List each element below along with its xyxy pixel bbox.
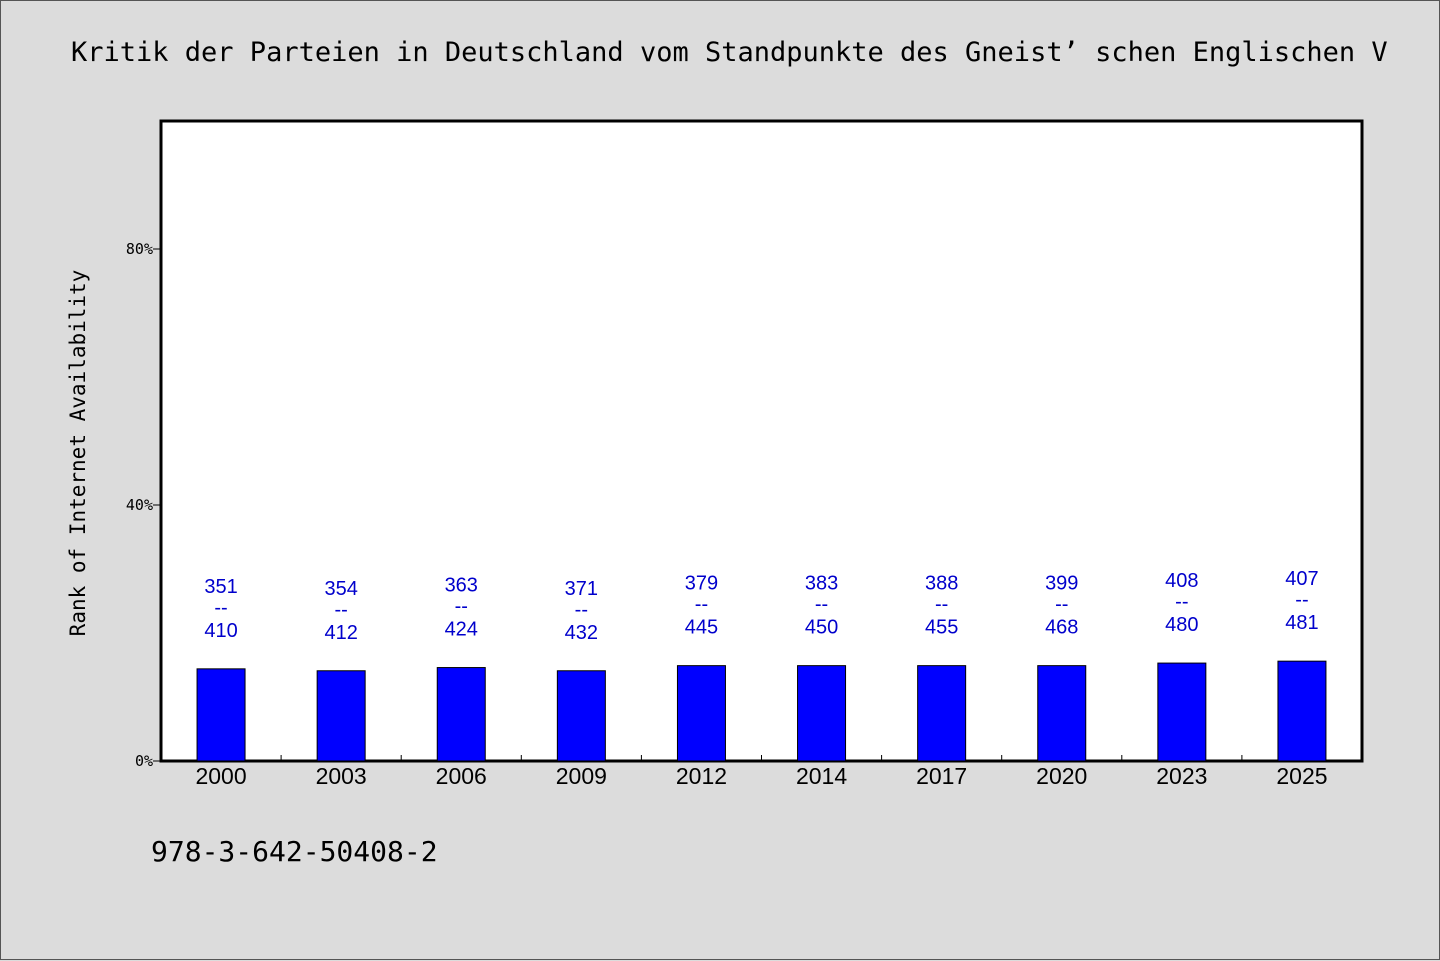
- data-label-separator: --: [455, 596, 468, 618]
- x-tick-label: 2009: [556, 763, 607, 789]
- data-label-top: 407: [1285, 568, 1318, 590]
- data-label-top: 379: [685, 573, 718, 595]
- data-label-top: 388: [925, 573, 958, 595]
- data-label-bottom: 481: [1285, 612, 1318, 634]
- data-label-top: 383: [805, 573, 838, 595]
- data-label-bottom: 432: [565, 622, 598, 644]
- bar: [196, 668, 246, 762]
- y-tick-label: 0%: [135, 752, 153, 770]
- data-label-separator: --: [1295, 589, 1308, 611]
- bar: [676, 665, 726, 762]
- bar: [1037, 665, 1087, 762]
- data-label-bottom: 410: [204, 620, 237, 642]
- bar: [1157, 662, 1207, 762]
- bar: [556, 670, 606, 762]
- data-label-top: 408: [1165, 570, 1198, 592]
- data-label-bottom: 424: [445, 619, 478, 641]
- data-label-bottom: 468: [1045, 617, 1078, 639]
- data-label-separator: --: [815, 594, 828, 616]
- x-axis: 2000 2003 2006 2009 2012 2014 2017 2020 2023 2025: [195, 755, 1328, 789]
- data-label-separator: --: [214, 597, 227, 619]
- x-tick-label: 2025: [1276, 763, 1327, 789]
- data-label-separator: --: [695, 594, 708, 616]
- x-tick-label: 2012: [676, 763, 727, 789]
- y-tick-label: 80%: [126, 240, 153, 258]
- data-label-bottom: 450: [805, 617, 838, 639]
- data-label-top: 371: [565, 578, 598, 600]
- data-labels: 351--410354--412363--424371--432379--445…: [204, 568, 1318, 644]
- footer-isbn: 978-3-642-50408-2: [151, 835, 438, 868]
- data-label-separator: --: [1175, 591, 1188, 613]
- x-tick-label: 2003: [316, 763, 367, 789]
- data-label-separator: --: [575, 599, 588, 621]
- x-tick-label: 2014: [796, 763, 847, 789]
- bars: [196, 660, 1327, 762]
- bar: [917, 665, 967, 762]
- data-label-separator: --: [935, 594, 948, 616]
- data-label-separator: --: [334, 599, 347, 621]
- bar: [797, 665, 847, 762]
- chart-title: Kritik der Parteien in Deutschland vom S…: [71, 37, 1388, 68]
- x-tick-label: 2023: [1156, 763, 1207, 789]
- data-label-top: 351: [204, 576, 237, 598]
- data-label-bottom: 455: [925, 617, 958, 639]
- y-axis-label: Rank of Internet Availability: [66, 270, 90, 637]
- x-tick-label: 2006: [436, 763, 487, 789]
- y-axis: 0% 40% 80%: [126, 240, 161, 770]
- data-label-top: 399: [1045, 573, 1078, 595]
- x-tick-label: 2017: [916, 763, 967, 789]
- data-label-top: 363: [445, 575, 478, 597]
- data-label-top: 354: [324, 578, 357, 600]
- data-label-bottom: 445: [685, 617, 718, 639]
- y-tick-label: 40%: [126, 496, 153, 514]
- bar: [316, 670, 366, 762]
- x-tick-label: 2000: [195, 763, 246, 789]
- data-label-bottom: 412: [324, 622, 357, 644]
- data-label-separator: --: [1055, 594, 1068, 616]
- plot-area: [159, 119, 1364, 763]
- bar: [436, 667, 486, 762]
- x-tick-label: 2020: [1036, 763, 1087, 789]
- bar: [1277, 660, 1327, 762]
- data-label-bottom: 480: [1165, 614, 1198, 636]
